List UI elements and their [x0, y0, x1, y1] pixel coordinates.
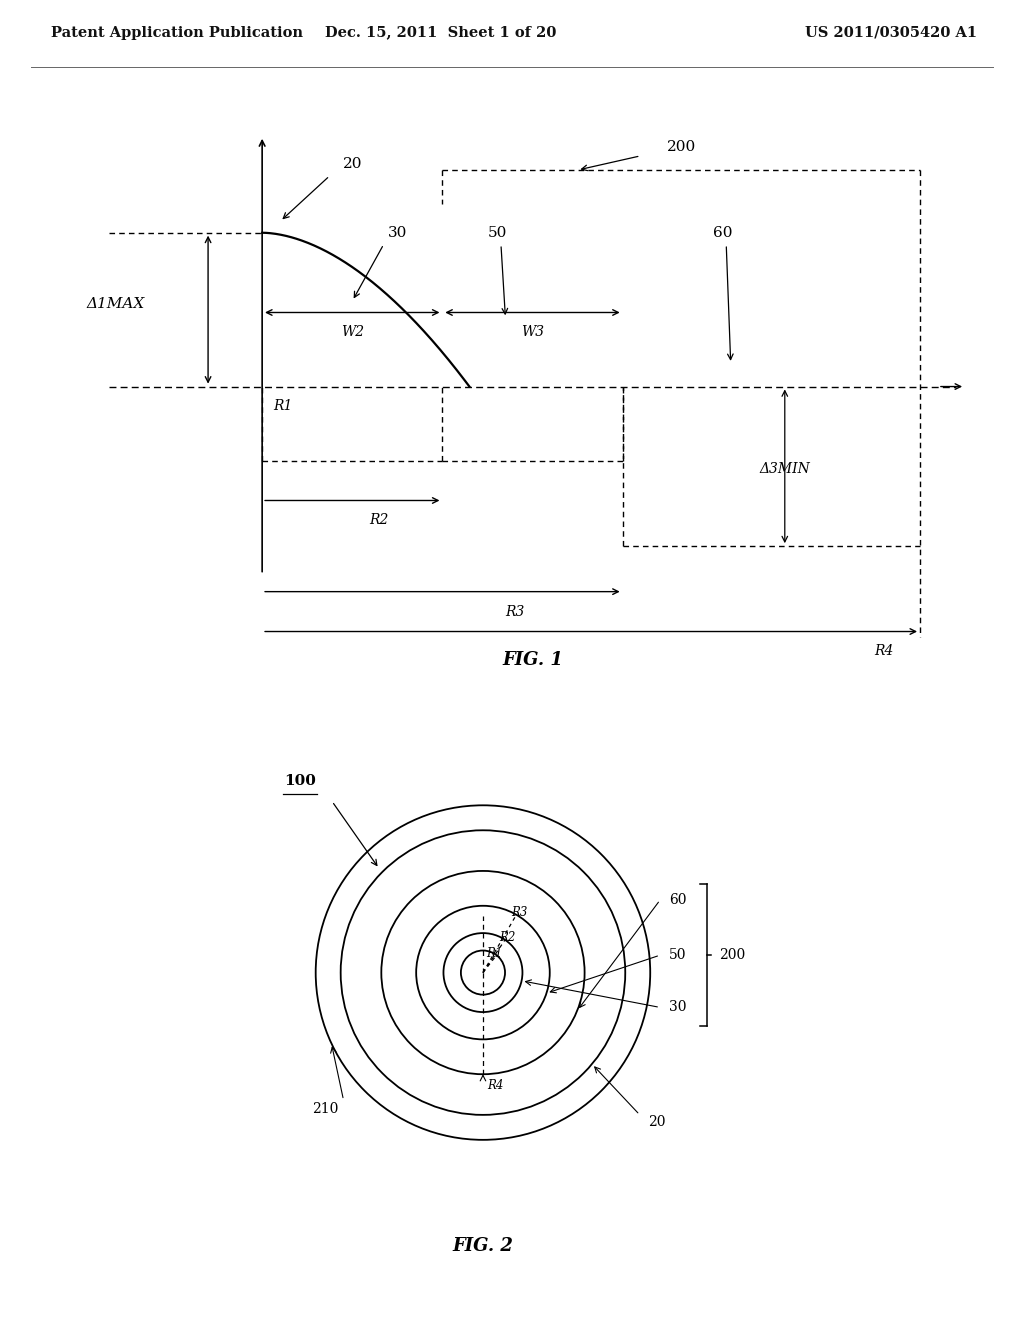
Text: 200: 200 — [719, 948, 745, 962]
Text: R4: R4 — [487, 1078, 504, 1092]
Text: Δ3MIN: Δ3MIN — [760, 462, 810, 477]
Text: 210: 210 — [311, 1102, 338, 1117]
Text: Patent Application Publication: Patent Application Publication — [51, 25, 303, 40]
Text: 50: 50 — [487, 226, 507, 240]
Text: W2: W2 — [341, 326, 364, 339]
Text: R1: R1 — [486, 946, 503, 960]
Text: R2: R2 — [370, 513, 389, 528]
Text: R4: R4 — [874, 644, 894, 659]
Text: 30: 30 — [388, 226, 408, 240]
Text: FIG. 1: FIG. 1 — [502, 651, 563, 669]
Text: 20: 20 — [648, 1115, 666, 1130]
Text: FIG. 2: FIG. 2 — [453, 1237, 513, 1254]
Text: R3: R3 — [505, 605, 524, 619]
Text: Dec. 15, 2011  Sheet 1 of 20: Dec. 15, 2011 Sheet 1 of 20 — [325, 25, 556, 40]
Text: 60: 60 — [713, 226, 732, 240]
Text: US 2011/0305420 A1: US 2011/0305420 A1 — [805, 25, 977, 40]
Text: 100: 100 — [284, 774, 316, 788]
Text: 50: 50 — [669, 948, 686, 962]
Text: 30: 30 — [669, 1001, 686, 1015]
Text: 20: 20 — [343, 157, 362, 172]
Text: R2: R2 — [500, 931, 516, 944]
Text: W3: W3 — [521, 326, 544, 339]
Text: R1: R1 — [273, 400, 292, 413]
Text: R3: R3 — [511, 906, 527, 919]
Text: Δ1MAX: Δ1MAX — [86, 297, 144, 312]
Text: 60: 60 — [669, 892, 686, 907]
Text: 200: 200 — [667, 140, 695, 154]
